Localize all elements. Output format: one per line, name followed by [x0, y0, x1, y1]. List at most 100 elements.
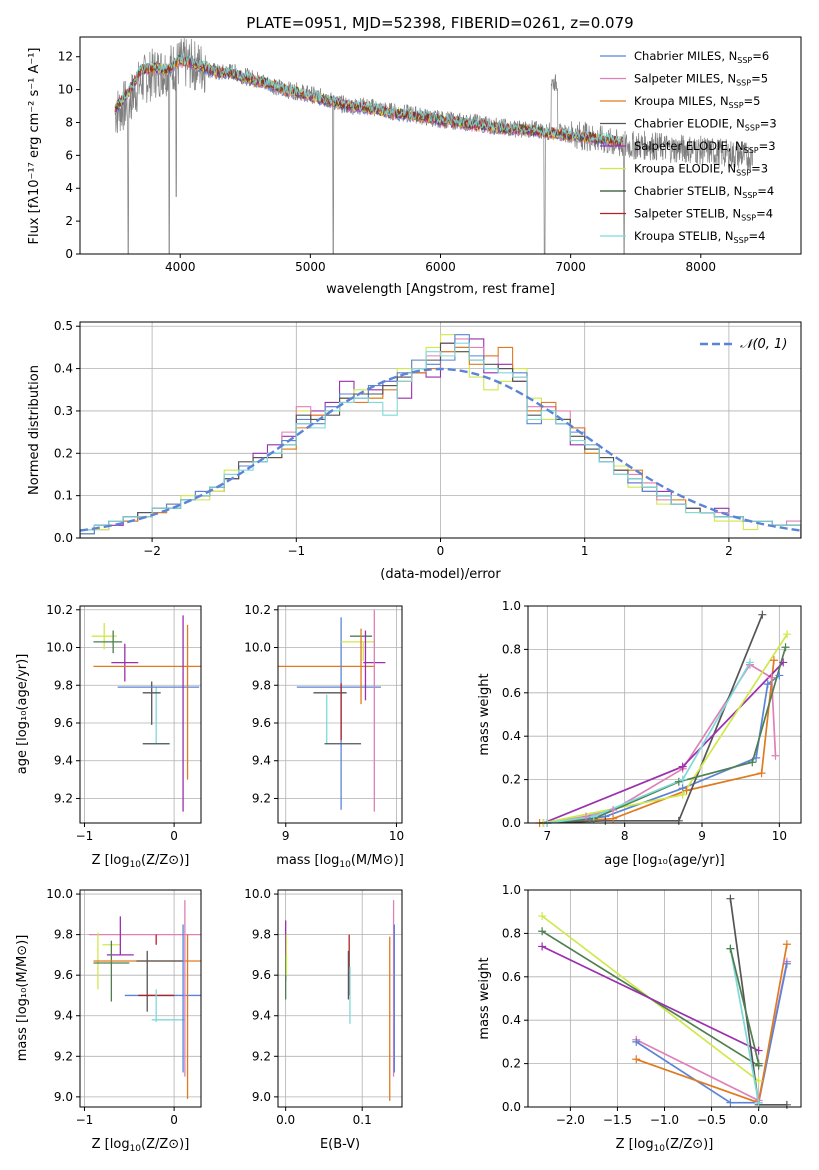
- data-point-marker: [582, 812, 591, 821]
- x-tick-label: 4000: [165, 260, 196, 274]
- x-tick-label: 0.0: [276, 1113, 295, 1127]
- x-axis-label: E(B-V): [320, 1137, 360, 1152]
- x-tick-label: 1: [581, 544, 589, 558]
- mass-vs-ebv-panel: 0.0 0.1 9.0 9.2 9.4 9.6 9.8 10.0 E(B-V): [244, 887, 403, 1152]
- x-axis-label: Z [log10(Z/Z⊙)]: [92, 1137, 190, 1154]
- data-point-marker: [678, 775, 687, 784]
- x-tick-label: −1: [287, 544, 305, 558]
- y-tick-label: 0.1: [54, 489, 73, 503]
- y-tick-label: 0.4: [502, 1013, 521, 1027]
- y-tick-label: 9.6: [54, 968, 73, 982]
- data-point-marker: [601, 816, 610, 825]
- data-point-marker: [678, 790, 687, 799]
- y-tick-label: 10.0: [46, 641, 73, 655]
- figure-title: PLATE=0951, MJD=52398, FIBERID=0261, z=0…: [246, 14, 633, 32]
- x-tick-label: 7: [544, 829, 552, 843]
- x-axis-label: Z [log10(Z/Z⊙)]: [616, 1137, 714, 1154]
- y-tick-label: 9.6: [54, 716, 73, 730]
- y-axis-label: age [log₁₀(age/yr)]: [15, 654, 30, 775]
- legend-entry: Salpeter STELIB, NSSP=4: [634, 207, 773, 223]
- y-tick-label: 0.4: [502, 729, 521, 743]
- y-tick-label: 0.6: [502, 970, 521, 984]
- data-point-marker: [775, 671, 784, 680]
- y-tick-label: 9.6: [252, 716, 271, 730]
- x-tick-label: 7000: [555, 260, 586, 274]
- data-point-marker: [632, 1037, 641, 1046]
- y-axis-label: Normed distribution: [27, 365, 42, 495]
- legend-entry: Kroupa MILES, NSSP=5: [634, 94, 760, 110]
- y-tick-label: 12: [58, 50, 73, 64]
- legend-entry: Chabrier STELIB, NSSP=4: [634, 184, 774, 200]
- data-point-marker: [674, 777, 683, 786]
- y-axis-label: mass weight: [477, 957, 492, 1039]
- mass-weight-series: [547, 674, 780, 823]
- model-spectrum-line: [114, 53, 624, 146]
- data-point-marker: [632, 1055, 641, 1064]
- y-tick-label: 0.2: [502, 1057, 521, 1071]
- axes-frame: [277, 605, 403, 824]
- axes-frame: [277, 889, 403, 1108]
- histogram-series: [80, 342, 801, 538]
- plot-area: [91, 615, 201, 812]
- mass-weight-series: [729, 948, 760, 1064]
- x-tick-label: −1: [76, 829, 94, 843]
- plot-area: [539, 614, 788, 823]
- x-tick-label: 10: [389, 829, 404, 843]
- y-tick-label: 10.0: [244, 887, 271, 901]
- y-tick-label: 9.0: [252, 1090, 271, 1104]
- data-point-marker: [538, 927, 547, 936]
- y-tick-label: 1.0: [502, 599, 521, 613]
- data-point-marker: [781, 643, 790, 652]
- x-axis-label: mass [log10(M/M⊙)]: [276, 853, 404, 870]
- y-axis-label: mass [log₁₀(M/M⊙)]: [15, 935, 30, 1062]
- y-tick-label: 9.2: [252, 1049, 271, 1063]
- y-tick-label: 0: [65, 247, 73, 261]
- y-tick-label: 9.2: [54, 791, 73, 805]
- plot-area: [114, 37, 754, 254]
- data-point-marker: [674, 816, 683, 825]
- y-tick-label: 8: [65, 115, 73, 129]
- y-tick-label: 10.2: [46, 603, 73, 617]
- x-tick-label: 0: [170, 829, 178, 843]
- x-tick-label: 0: [170, 1113, 178, 1127]
- data-point-marker: [682, 786, 691, 795]
- y-tick-label: 9.4: [252, 754, 271, 768]
- y-tick-label: 0.8: [502, 926, 521, 940]
- x-tick-label: 0.1: [353, 1113, 372, 1127]
- x-axis-label: age [log₁₀(age/yr)]: [604, 853, 725, 868]
- mass-weight-series: [635, 963, 788, 1104]
- data-point-marker: [758, 610, 767, 619]
- x-tick-label: −1.0: [650, 1113, 679, 1127]
- data-point-marker: [767, 673, 776, 682]
- y-tick-label: 0.0: [502, 816, 521, 830]
- x-tick-label: 9: [282, 829, 290, 843]
- x-tick-label: 8: [621, 829, 629, 843]
- y-tick-label: 10.2: [244, 603, 271, 617]
- x-tick-label: 10: [772, 829, 787, 843]
- legend-entry: Chabrier MILES, NSSP=6: [634, 49, 769, 65]
- data-point-marker: [538, 912, 547, 921]
- data-point-marker: [757, 769, 766, 778]
- axes-frame: [79, 889, 202, 1108]
- data-point-marker: [782, 940, 791, 949]
- y-tick-label: 0.8: [502, 642, 521, 656]
- x-tick-label: −1: [76, 1113, 94, 1127]
- mass-vs-metallicity-panel: −1 0 9.0 9.2 9.4 9.6 9.8 10.0 Z [log10(Z/Z⊙)] mas…: [15, 887, 202, 1154]
- axes-frame: [79, 605, 202, 824]
- x-axis-label: (data-model)/error: [380, 567, 501, 582]
- y-tick-label: 9.0: [54, 1090, 73, 1104]
- data-point-marker: [726, 944, 735, 953]
- y-axis-label: mass weight: [477, 673, 492, 755]
- y-tick-label: 1.0: [502, 883, 521, 897]
- mass-weight-series: [543, 614, 764, 823]
- legend-entry: Kroupa STELIB, NSSP=4: [634, 229, 765, 245]
- legend-entry: Salpeter ELODIE, NSSP=3: [634, 139, 776, 155]
- data-point-marker: [769, 656, 778, 665]
- legend-entry: Salpeter MILES, NSSP=5: [634, 72, 768, 88]
- x-tick-label: −2: [143, 544, 161, 558]
- mass-weight-series: [729, 948, 760, 1103]
- axes-frame: [79, 36, 802, 255]
- mass-weight-vs-metallicity-panel: −2.0 −1.5 −1.0 −0.5 0.0 0.0 0.2 0.4 0.6 0.8 1.0 Z […: [477, 883, 802, 1154]
- y-tick-label: 9.2: [54, 1049, 73, 1063]
